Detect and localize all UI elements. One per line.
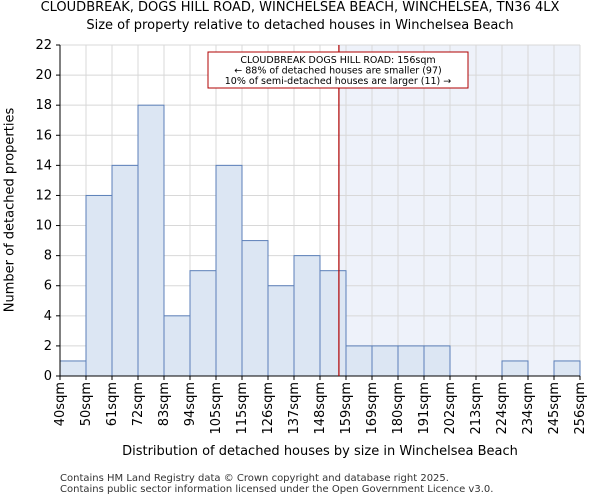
x-tick-label: 105sqm bbox=[209, 382, 224, 435]
histogram-bar bbox=[423, 345, 451, 377]
x-tick-label: 83sqm bbox=[157, 382, 172, 426]
annotation-box bbox=[207, 51, 469, 89]
y-tick-label: 22 bbox=[35, 38, 52, 53]
x-tick-label: 256sqm bbox=[573, 382, 588, 435]
x-tick-label: 148sqm bbox=[313, 382, 328, 435]
x-tick-label: 126sqm bbox=[261, 382, 276, 435]
y-tick-label: 6 bbox=[44, 279, 52, 294]
y-tick-label: 8 bbox=[44, 249, 52, 264]
histogram-bar bbox=[319, 270, 347, 377]
histogram-bar bbox=[267, 285, 295, 377]
y-tick-label: 2 bbox=[44, 339, 52, 354]
footer-credit-licence: Contains public sector information licen… bbox=[60, 484, 494, 495]
larger-region-highlight bbox=[338, 45, 580, 376]
x-tick-label: 72sqm bbox=[131, 382, 146, 426]
histogram-bar bbox=[397, 345, 425, 377]
histogram-bar bbox=[501, 360, 529, 377]
y-tick-label: 4 bbox=[44, 309, 52, 324]
annotation-smaller-text: ← 88% of detached houses are smaller (97… bbox=[234, 66, 441, 77]
histogram-bar bbox=[241, 240, 269, 377]
histogram-bar bbox=[85, 194, 113, 377]
x-tick-label: 213sqm bbox=[469, 382, 484, 435]
y-tick-label: 14 bbox=[35, 158, 52, 173]
y-tick-label: 0 bbox=[44, 369, 52, 384]
histogram-bar bbox=[293, 255, 321, 377]
x-tick-label: 61sqm bbox=[105, 382, 120, 426]
x-tick-label: 234sqm bbox=[521, 382, 536, 435]
chart-subtitle: Size of property relative to detached ho… bbox=[86, 18, 514, 33]
x-tick-label: 245sqm bbox=[547, 382, 562, 435]
histogram-bar bbox=[345, 345, 373, 377]
histogram-bar bbox=[163, 315, 191, 377]
histogram-bar bbox=[189, 270, 217, 377]
histogram-bar bbox=[371, 345, 399, 377]
x-tick-label: 137sqm bbox=[287, 382, 302, 435]
x-axis-label: Distribution of detached houses by size … bbox=[122, 444, 518, 459]
x-tick-label: 224sqm bbox=[495, 382, 510, 435]
chart-title: CLOUDBREAK, DOGS HILL ROAD, WINCHELSEA B… bbox=[40, 0, 560, 15]
y-tick-label: 16 bbox=[35, 128, 52, 143]
x-tick-label: 159sqm bbox=[339, 382, 354, 435]
y-tick-label: 20 bbox=[35, 68, 52, 83]
annotation-larger-text: 10% of semi-detached houses are larger (… bbox=[225, 76, 452, 87]
x-tick-label: 40sqm bbox=[53, 382, 68, 426]
histogram-bar bbox=[553, 360, 581, 377]
histogram-bar bbox=[137, 104, 165, 377]
x-tick-label: 180sqm bbox=[391, 382, 406, 435]
histogram-bar bbox=[59, 360, 87, 377]
histogram-bar bbox=[215, 164, 243, 377]
y-tick-label: 18 bbox=[35, 98, 52, 113]
annotation-property-label: CLOUDBREAK DOGS HILL ROAD: 156sqm bbox=[240, 55, 435, 66]
histogram-bar bbox=[111, 164, 139, 377]
y-tick-label: 10 bbox=[35, 219, 52, 234]
x-tick-label: 115sqm bbox=[235, 382, 250, 435]
x-tick-label: 50sqm bbox=[79, 382, 94, 426]
x-tick-label: 169sqm bbox=[365, 382, 380, 435]
y-tick-label: 12 bbox=[35, 188, 52, 203]
x-tick-label: 202sqm bbox=[443, 382, 458, 435]
footer-credit-land-registry: Contains HM Land Registry data © Crown c… bbox=[60, 473, 449, 484]
x-tick-label: 94sqm bbox=[183, 382, 198, 426]
x-tick-label: 191sqm bbox=[417, 382, 432, 435]
